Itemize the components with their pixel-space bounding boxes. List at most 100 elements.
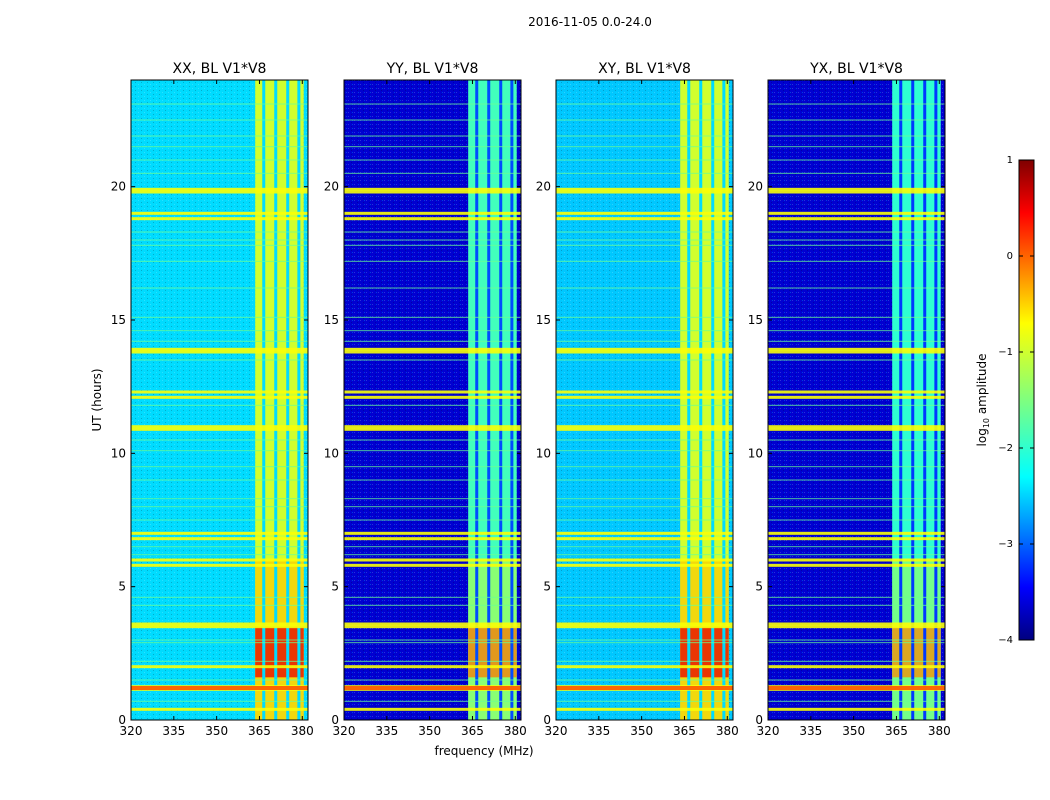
panel-frame <box>555 79 734 721</box>
rfi-line-weak <box>556 239 733 241</box>
rfi-line-weak <box>344 119 521 121</box>
rfi-line-weak <box>556 244 733 246</box>
rfi-line-weak <box>768 404 945 406</box>
rfi-line-weak <box>131 639 308 641</box>
rfi-line-weak <box>344 340 521 342</box>
rfi-line-strong <box>556 537 733 541</box>
rfi-line-strong <box>131 347 308 351</box>
figure-suptitle: 2016-11-05 0.0-24.0 <box>528 15 652 29</box>
rfi-line-strong <box>131 217 308 221</box>
rfi-line-strong <box>131 211 308 215</box>
y-tick-label: 15 <box>748 313 763 327</box>
rfi-line-strong <box>131 187 308 191</box>
rfi-line-strong <box>556 211 733 215</box>
x-axis-label: frequency (MHz) <box>434 744 533 758</box>
rfi-line-weak <box>131 660 308 662</box>
rfi-line-weak <box>768 466 945 468</box>
rfi-line-weak <box>556 172 733 174</box>
rfi-line-strong <box>131 395 308 399</box>
rfi-line-strong <box>344 531 521 535</box>
rfi-line-peak <box>131 686 308 690</box>
y-axis-label: UT (hours) <box>90 368 104 431</box>
rfi-line-weak <box>344 660 521 662</box>
x-tick-label: 380 <box>716 724 739 738</box>
rfi-line-weak <box>344 239 521 241</box>
rfi-line-weak <box>768 239 945 241</box>
rfi-line-strong <box>556 665 733 669</box>
rfi-line-weak <box>131 239 308 241</box>
y-tick-label: 15 <box>111 313 126 327</box>
rfi-line-weak <box>768 231 945 233</box>
colorbar-tick-label: −1 <box>998 347 1013 358</box>
x-tick-label: 335 <box>587 724 610 738</box>
y-tick-label: 5 <box>331 580 339 594</box>
x-tick-label: 350 <box>418 724 441 738</box>
rfi-line-weak <box>768 450 945 452</box>
rfi-line-weak <box>131 498 308 500</box>
colorbar-tick-label: −4 <box>998 635 1013 646</box>
rfi-line-strong <box>556 425 733 429</box>
rfi-line-weak <box>556 519 733 521</box>
rfi-line-strong <box>131 531 308 535</box>
rfi-line-strong <box>344 347 521 351</box>
rfi-line-strong <box>768 187 945 191</box>
rfi-line-weak <box>131 287 308 289</box>
rfi-line-strong <box>131 350 308 354</box>
rfi-line-weak <box>768 260 945 262</box>
rfi-line-weak <box>131 316 308 318</box>
rfi-line-weak <box>768 146 945 148</box>
rfi-line-weak <box>768 660 945 662</box>
rfi-line-strong <box>768 427 945 431</box>
rfi-line-weak <box>768 679 945 681</box>
rfi-line-weak <box>131 679 308 681</box>
rfi-line-strong <box>768 350 945 354</box>
rfi-line-weak <box>131 700 308 702</box>
rfi-line-weak <box>131 450 308 452</box>
rfi-line-weak <box>768 519 945 521</box>
rfi-line-weak <box>344 316 521 318</box>
y-tick-label: 5 <box>543 580 551 594</box>
rfi-line-weak <box>768 639 945 641</box>
panel-frame <box>130 79 309 721</box>
channel-gap <box>262 80 266 720</box>
rfi-line-weak <box>131 546 308 548</box>
rfi-line-weak <box>556 546 733 548</box>
y-tick-label: 20 <box>536 180 551 194</box>
rfi-line-weak <box>344 498 521 500</box>
rfi-line-weak <box>768 498 945 500</box>
rfi-line-weak <box>768 244 945 246</box>
rfi-line-weak <box>556 231 733 233</box>
channel-gap <box>510 80 514 720</box>
colorbar-label: log10 amplitude <box>975 354 991 447</box>
rfi-line-weak <box>556 340 733 342</box>
x-tick-label: 380 <box>291 724 314 738</box>
rfi-line-weak <box>556 287 733 289</box>
channel-gap <box>934 80 938 720</box>
channel-gap <box>487 80 491 720</box>
rfi-line-weak <box>344 519 521 521</box>
rfi-line-weak <box>768 135 945 137</box>
rfi-line-weak <box>768 359 945 361</box>
rfi-line-strong <box>556 563 733 567</box>
rfi-line-weak <box>131 231 308 233</box>
rfi-line-strong <box>556 622 733 626</box>
rfi-line-strong <box>556 190 733 194</box>
rfi-line-weak <box>344 679 521 681</box>
rfi-line-strong <box>344 187 521 191</box>
rfi-line-weak <box>344 260 521 262</box>
rfi-line-weak <box>556 159 733 161</box>
rfi-line-weak <box>556 316 733 318</box>
colorbar-gradient <box>1018 159 1035 641</box>
rfi-line-weak <box>768 287 945 289</box>
panel-title: XX, BL V1*V8 <box>173 61 267 77</box>
rfi-line-strong <box>768 211 945 215</box>
rfi-line-weak <box>556 119 733 121</box>
rfi-line-weak <box>768 604 945 606</box>
rfi-line-weak <box>768 119 945 121</box>
y-tick-label: 0 <box>118 713 126 727</box>
rfi-line-weak <box>768 330 945 332</box>
channel-gap <box>699 80 703 720</box>
rfi-line-weak <box>768 159 945 161</box>
channel-gap <box>499 80 503 720</box>
rfi-line-weak <box>556 135 733 137</box>
